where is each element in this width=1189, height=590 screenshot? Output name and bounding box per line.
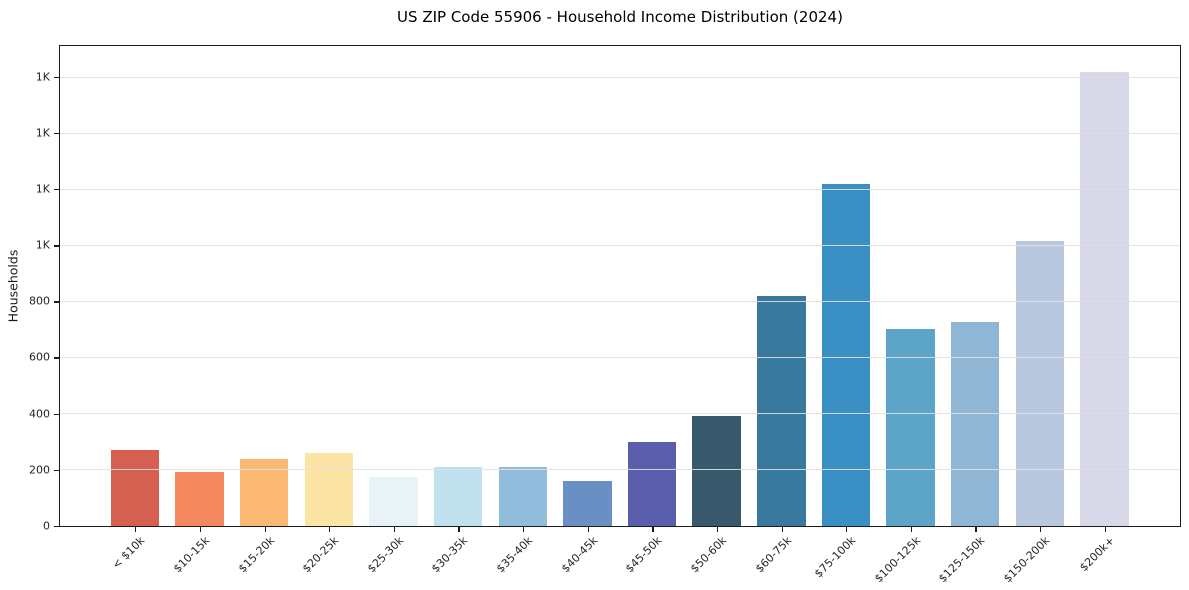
gridline (60, 413, 1180, 415)
gridline (60, 132, 1180, 134)
bar (433, 466, 483, 526)
y-tick-mark (54, 469, 59, 471)
gridline (60, 76, 1180, 78)
x-tick-label: $100-125k (871, 534, 924, 586)
bar (304, 452, 354, 526)
y-tick-label: 200 (29, 463, 50, 477)
y-tick-label: 0 (43, 519, 50, 533)
y-tick-label: 1K (35, 126, 50, 140)
x-tick-mark (458, 527, 460, 532)
x-tick-label: $20-25k (300, 534, 342, 576)
y-tick-label: 1K (35, 238, 50, 252)
bar (498, 466, 547, 526)
x-tick-mark (264, 527, 266, 532)
gridline (60, 245, 1180, 247)
bar (110, 450, 160, 526)
x-tick-label: $60-75k (752, 534, 794, 576)
x-tick-label: $75-100k (812, 534, 859, 581)
y-axis-label: Households (5, 249, 21, 323)
x-tick-label: $150-200k (1001, 534, 1053, 586)
y-tick-label: 400 (29, 407, 50, 421)
bar (175, 471, 224, 526)
bar (1015, 241, 1065, 526)
x-tick-label: $10-15k (170, 534, 213, 576)
x-tick-label: $15-20k (235, 534, 277, 576)
y-tick-label: 1K (35, 182, 50, 196)
gridline (60, 301, 1180, 303)
x-tick-mark (393, 527, 395, 532)
x-tick-label: $25-30k (364, 534, 406, 576)
y-tick-mark (54, 413, 59, 415)
x-tick-mark (1104, 527, 1106, 532)
plot-area (59, 45, 1181, 527)
y-tick-mark (54, 77, 59, 79)
x-tick-label: $35-40k (493, 534, 536, 576)
x-tick-mark (716, 527, 719, 532)
x-tick-mark (846, 527, 848, 532)
gridline (60, 188, 1180, 190)
x-tick-mark (910, 527, 913, 532)
y-tick-mark (54, 357, 59, 359)
y-tick-label: 600 (29, 350, 50, 364)
x-tick-label: $45-50k (623, 534, 665, 576)
bar (1080, 71, 1129, 526)
y-tick-mark (54, 525, 59, 527)
bar (950, 322, 1000, 526)
y-tick-mark (54, 133, 59, 135)
x-tick-label: $30-35k (429, 534, 471, 576)
gridline (60, 357, 1180, 359)
x-tick-mark (1040, 527, 1042, 532)
x-tick-mark (652, 527, 654, 532)
bar (821, 184, 871, 526)
bar (369, 476, 418, 526)
x-tick-mark (781, 527, 783, 532)
x-tick-mark (975, 527, 977, 532)
y-tick-label: 1K (35, 70, 50, 84)
x-tick-mark (199, 527, 202, 532)
x-tick-mark (587, 527, 589, 532)
y-tick-label: 800 (29, 294, 50, 308)
x-tick-mark (523, 527, 525, 532)
chart-title: US ZIP Code 55906 - Household Income Dis… (397, 8, 843, 26)
x-tick-mark (329, 527, 331, 532)
x-tick-label: $125-150k (936, 534, 988, 586)
bar (627, 441, 677, 526)
bar (886, 329, 935, 526)
bar (692, 415, 741, 526)
bar (563, 481, 612, 526)
x-tick-label: $200k+ (1076, 534, 1117, 575)
x-tick-label: $50-60k (687, 534, 730, 576)
bar (757, 295, 806, 526)
y-tick-mark (54, 245, 59, 247)
x-tick-mark (135, 527, 137, 532)
x-tick-label: < $10k (109, 534, 148, 572)
y-tick-mark (54, 189, 59, 191)
y-tick-mark (54, 301, 59, 303)
gridline (60, 469, 1180, 471)
x-tick-label: $40-45k (558, 534, 600, 576)
